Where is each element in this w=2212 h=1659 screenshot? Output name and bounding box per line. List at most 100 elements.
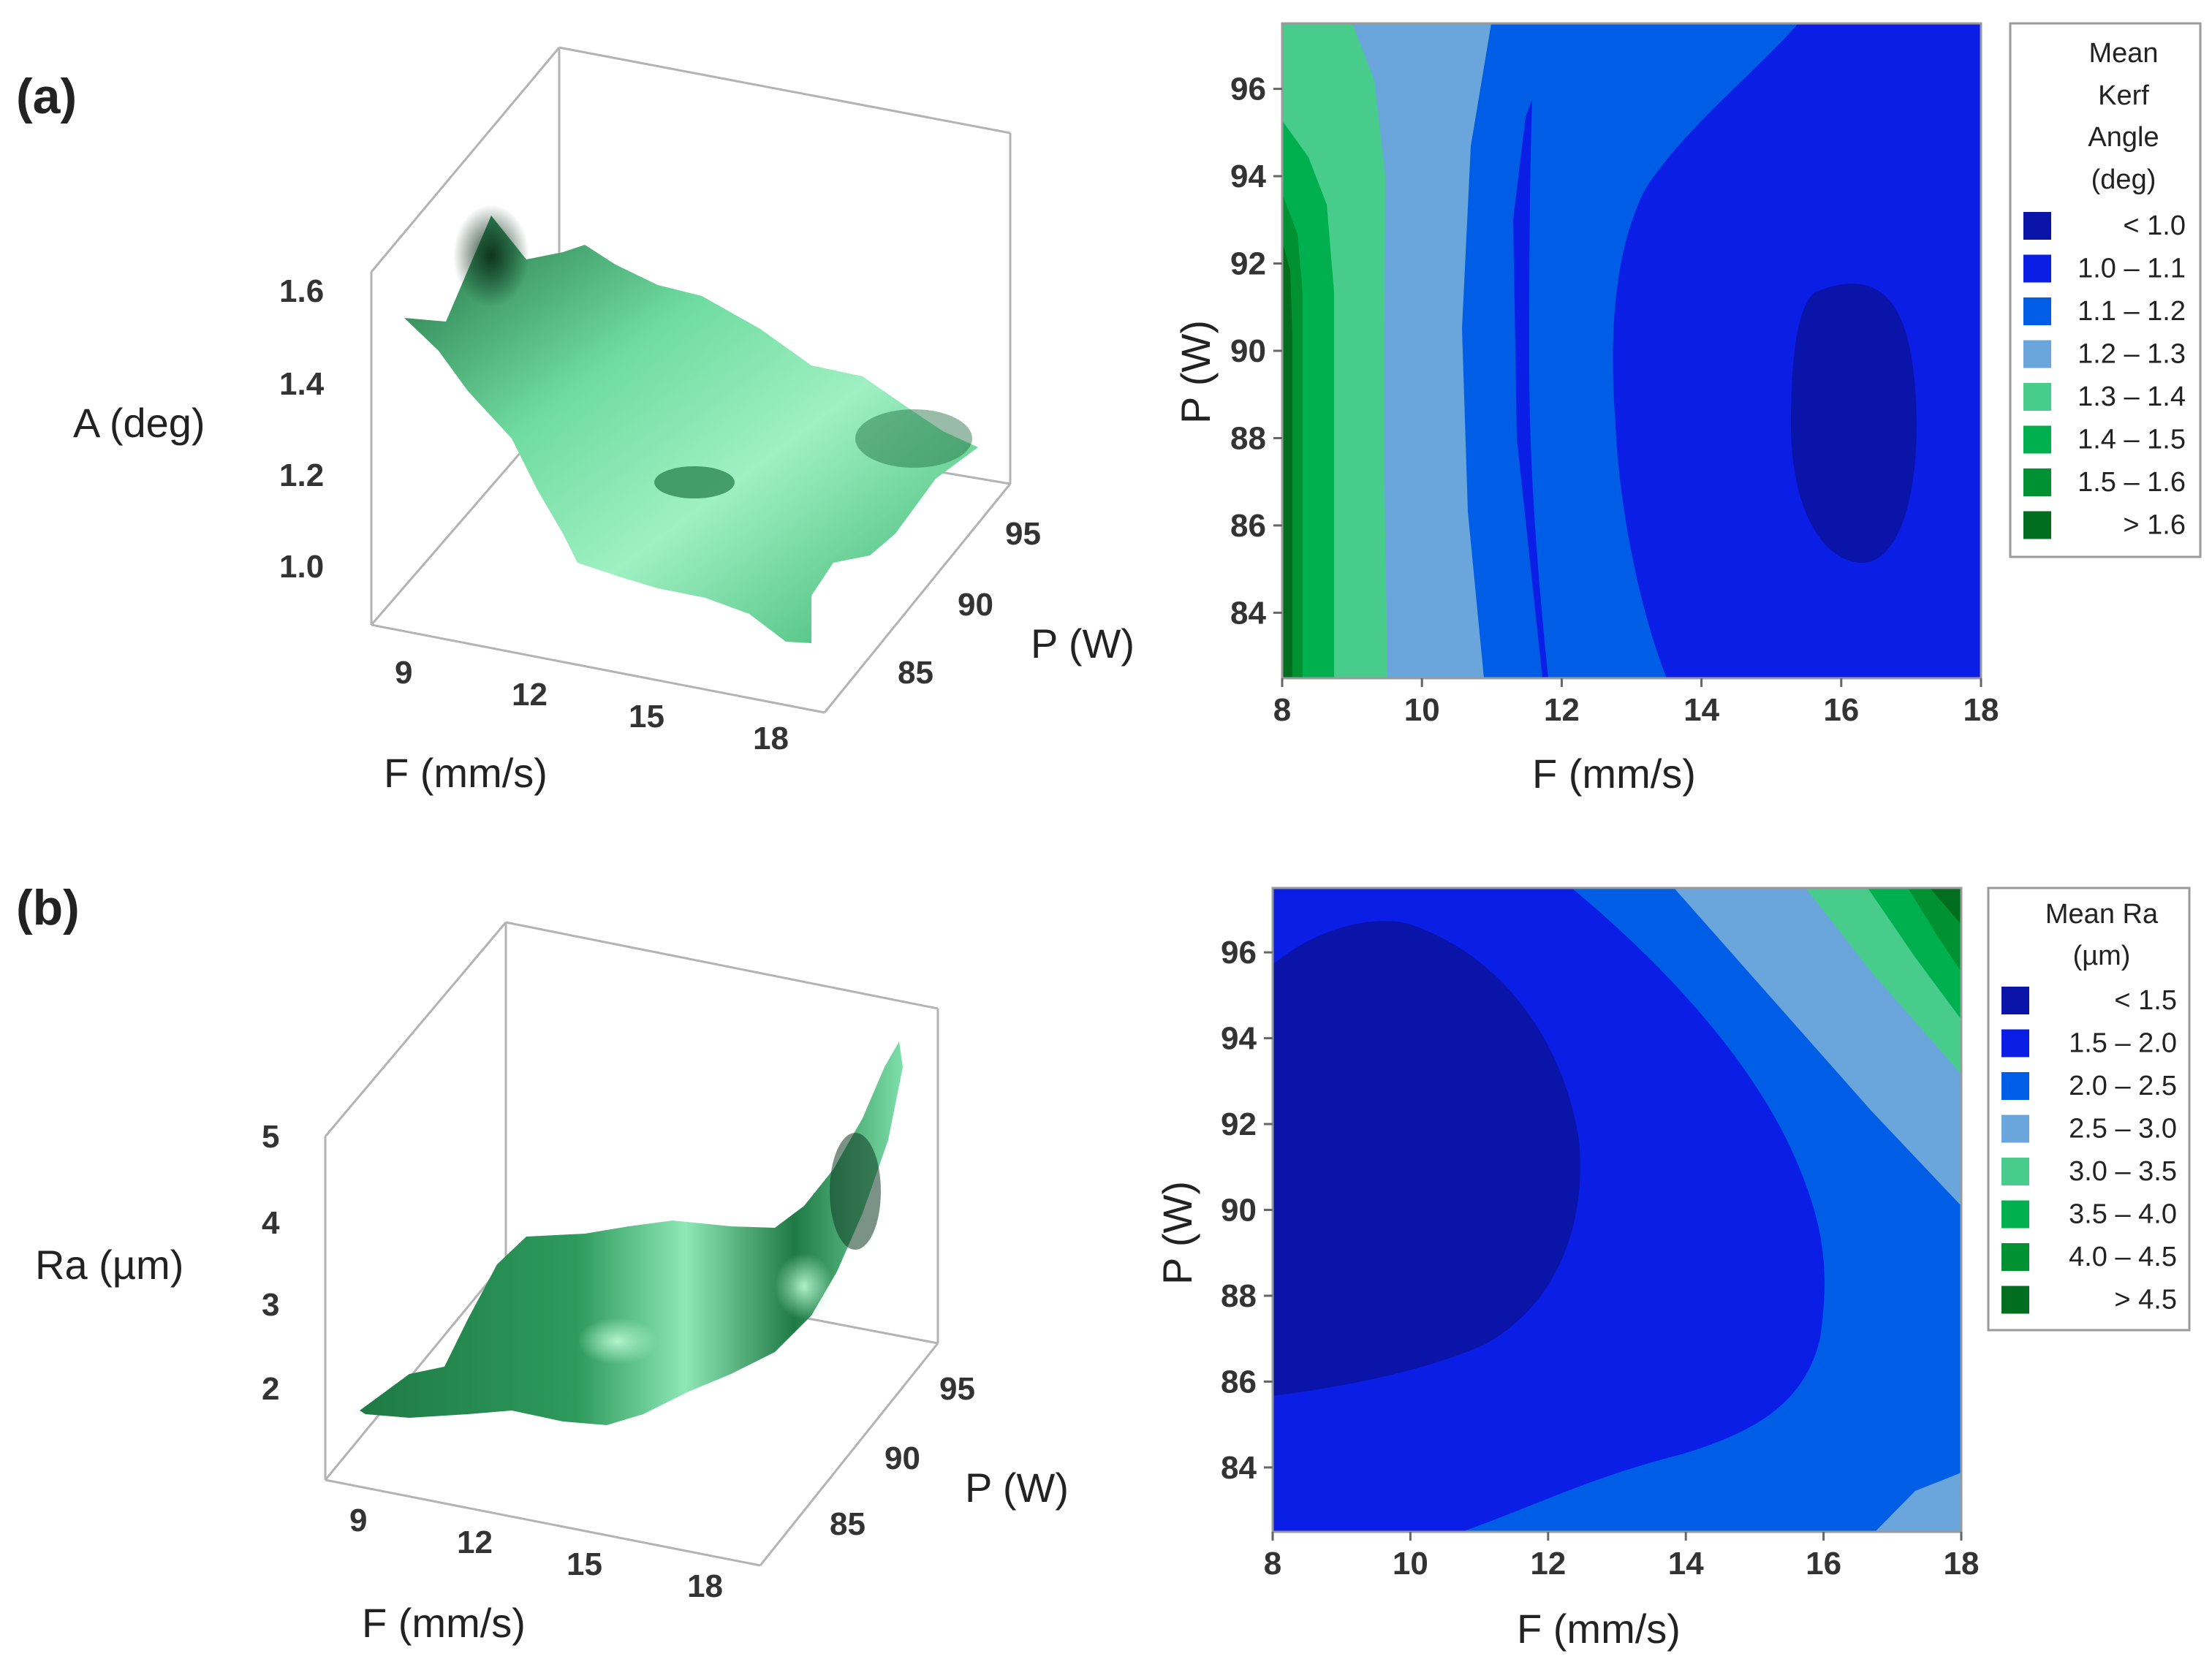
contour-y-tick-label: 96 — [1221, 935, 1257, 971]
surface-a-mesh — [404, 205, 978, 643]
surface-b-y-tick: 95 — [939, 1371, 975, 1407]
panel-a-surface: (a) 1.0 1.2 1.4 1.6 9 12 15 18 — [16, 46, 1135, 796]
surface-a-z-tick: 1.2 — [279, 458, 324, 493]
contour-y-tick-label: 88 — [1221, 1278, 1257, 1314]
surface-a-x-tick: 12 — [512, 677, 548, 713]
surface-a-y-tick: 95 — [1005, 516, 1041, 552]
legend-swatch — [2001, 1200, 2029, 1229]
legend-b-title: Mean Ra — [2045, 899, 2159, 930]
surface-a-x-tick: 9 — [395, 655, 412, 691]
contour-x-tick-label: 12 — [1544, 692, 1580, 728]
contour-x-tick-label: 8 — [1264, 1546, 1281, 1582]
contour-a-x-label: F (mm/s) — [1532, 751, 1696, 797]
surface-a-y-tick: 85 — [898, 655, 933, 691]
legend-entry-label: 1.1 – 1.2 — [2077, 296, 2186, 327]
contour-b-y-label: P (W) — [1154, 1181, 1200, 1285]
panel-b-surface: (b) 2 3 4 5 9 12 15 18 85 90 95 Ra — [16, 880, 1069, 1646]
contour-a-legend: Mean Kerf Angle (deg) < 1.0 1.0 – 1.1 1.1 … — [2009, 22, 2202, 558]
contour-x-tick-label: 16 — [1823, 692, 1859, 728]
surface-b-x-tick: 18 — [687, 1568, 723, 1604]
legend-a-title: Mean — [2088, 38, 2158, 69]
contour-a-band — [1791, 284, 1917, 563]
legend-swatch — [2023, 468, 2051, 496]
contour-b-legend: Mean Ra (µm) < 1.5 1.5 – 2.0 2.0 – 2.5 2.5 … — [1987, 887, 2191, 1332]
contour-x-tick-label: 10 — [1404, 692, 1440, 728]
contour-y-tick-label: 90 — [1230, 333, 1266, 369]
legend-a-title: (deg) — [2091, 164, 2156, 195]
surface-b-z-tick: 5 — [262, 1119, 279, 1155]
contour-x-tick-label: 10 — [1393, 1546, 1428, 1582]
surface-b-x-tick: 12 — [457, 1525, 493, 1560]
legend-b-title: (µm) — [2073, 941, 2131, 971]
legend-entry-label: 1.2 – 1.3 — [2077, 339, 2186, 370]
contour-x-tick-label: 18 — [1944, 1546, 1980, 1582]
legend-entry-label: 3.0 – 3.5 — [2069, 1156, 2177, 1187]
contour-y-tick-label: 92 — [1230, 246, 1266, 282]
legend-swatch — [2023, 254, 2051, 283]
contour-b-ticks: 8 10 12 14 16 18 84 86 88 90 92 94 96 — [1221, 935, 1979, 1582]
surface-b-y-tick: 90 — [885, 1440, 920, 1476]
contour-x-tick-label: 8 — [1273, 692, 1291, 728]
contour-y-tick-label: 84 — [1230, 595, 1266, 631]
legend-entry-label: 2.5 – 3.0 — [2069, 1114, 2177, 1144]
legend-swatch — [2001, 1115, 2029, 1143]
legend-entry-label: < 1.5 — [2114, 985, 2177, 1016]
contour-x-tick-label: 14 — [1683, 692, 1719, 728]
contour-a-y-label: P (W) — [1173, 320, 1219, 424]
legend-swatch — [2001, 1072, 2029, 1100]
surface-a-y-tick: 90 — [958, 587, 993, 623]
legend-entry-label: < 1.0 — [2123, 210, 2186, 241]
legend-entry-label: 2.0 – 2.5 — [2069, 1071, 2177, 1101]
panel-label-a: (a) — [16, 69, 77, 124]
surface-b-x-label: F (mm/s) — [362, 1600, 526, 1646]
contour-a-plot-area — [1282, 23, 1981, 678]
surface-a-x-tick: 15 — [629, 699, 664, 734]
contour-b-band — [1930, 888, 1961, 925]
legend-b-entries: < 1.5 1.5 – 2.0 2.0 – 2.5 2.5 – 3.0 3.0 – 3.… — [2001, 985, 2177, 1316]
surface-b-z-label: Ra (µm) — [35, 1242, 183, 1288]
legend-swatch — [2001, 987, 2029, 1014]
contour-y-tick-label: 94 — [1230, 159, 1266, 194]
surface-b-y-label: P (W) — [965, 1465, 1069, 1511]
contour-b-plot-area — [1273, 888, 1961, 1532]
contour-x-tick-label: 14 — [1668, 1546, 1704, 1582]
contour-y-tick-label: 90 — [1221, 1193, 1257, 1229]
legend-swatch — [2001, 1158, 2029, 1185]
surface-b-x-tick: 15 — [567, 1546, 602, 1582]
surface-a-z-tick: 1.0 — [279, 549, 324, 585]
contour-a-ticks: 8 10 12 14 16 18 84 86 88 90 92 94 96 — [1230, 72, 1999, 728]
contour-y-tick-label: 84 — [1221, 1450, 1257, 1486]
surface-b-z-tick: 4 — [262, 1205, 280, 1241]
contour-a-band — [1282, 241, 1292, 678]
contour-y-tick-label: 92 — [1221, 1106, 1257, 1142]
contour-y-tick-label: 94 — [1221, 1021, 1257, 1057]
surface-a-x-tick: 18 — [753, 721, 789, 756]
legend-entry-label: > 4.5 — [2114, 1285, 2177, 1316]
legend-a-title: Kerf — [2098, 80, 2149, 111]
surface-b-z-tick: 2 — [262, 1371, 279, 1407]
legend-swatch — [2001, 1243, 2029, 1271]
legend-swatch — [2023, 340, 2051, 368]
legend-swatch — [2001, 1029, 2029, 1058]
contour-x-tick-label: 12 — [1530, 1546, 1566, 1582]
legend-swatch — [2023, 212, 2051, 240]
surface-b-x-tick: 9 — [349, 1503, 367, 1538]
panel-a-contour: 8 10 12 14 16 18 84 86 88 90 92 94 96 F (mm/s) P (W)… — [1173, 22, 2202, 797]
legend-entry-label: 1.3 – 1.4 — [2077, 381, 2186, 412]
legend-entry-label: 1.5 – 1.6 — [2077, 467, 2186, 498]
legend-a-entries: < 1.0 1.0 – 1.1 1.1 – 1.2 1.2 – 1.3 1.3 – 1.… — [2023, 210, 2186, 541]
surface-a-z-tick: 1.4 — [279, 366, 325, 402]
legend-entry-label: 4.0 – 4.5 — [2069, 1242, 2177, 1272]
contour-y-tick-label: 96 — [1230, 72, 1266, 107]
legend-swatch — [2001, 1286, 2029, 1314]
legend-swatch — [2023, 297, 2051, 325]
contour-a-legend-frame — [2009, 22, 2202, 558]
legend-swatch — [2023, 425, 2051, 454]
contour-y-tick-label: 86 — [1221, 1364, 1257, 1400]
contour-y-tick-label: 86 — [1230, 508, 1266, 544]
legend-entry-label: 1.0 – 1.1 — [2077, 254, 2186, 284]
surface-a-z-label: A (deg) — [73, 400, 205, 446]
legend-a-title: Angle — [2088, 122, 2159, 153]
contour-b-band — [1273, 921, 1580, 1396]
